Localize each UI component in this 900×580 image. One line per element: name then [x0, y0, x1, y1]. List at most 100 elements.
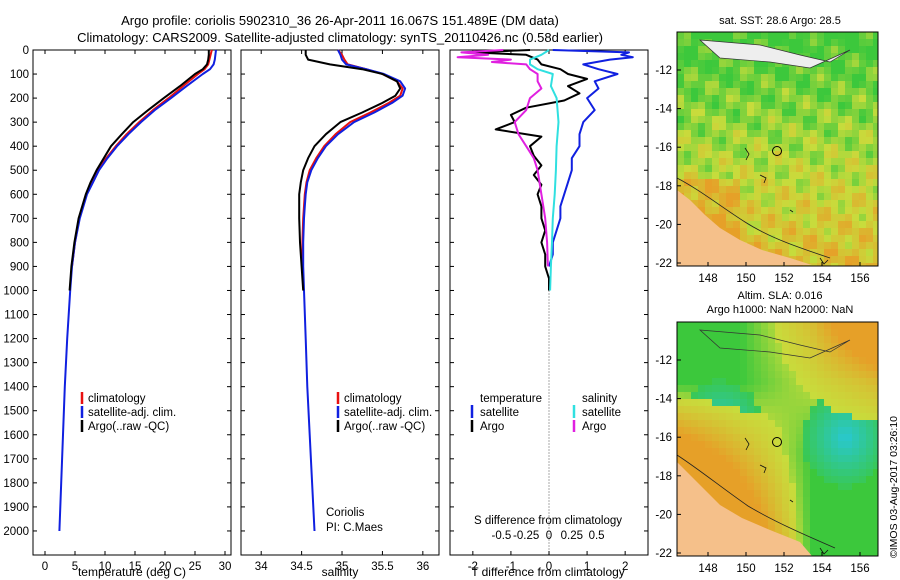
sla-grid-cell — [705, 350, 712, 357]
sla-grid-cell — [754, 322, 761, 329]
sla-grid-cell — [831, 504, 838, 511]
sst-grid-cell — [831, 221, 838, 228]
sla-grid-cell — [831, 441, 838, 448]
sla-grid-cell — [677, 378, 684, 385]
sst-grid-cell — [824, 207, 831, 214]
sla-grid-cell — [782, 413, 789, 420]
sst-grid-cell — [768, 32, 775, 39]
sst-grid-cell — [740, 228, 747, 235]
sst-grid-cell — [740, 179, 747, 186]
sst-grid-cell — [747, 207, 754, 214]
sla-grid-cell — [873, 525, 878, 532]
sla-grid-cell — [740, 497, 747, 504]
sla-grid-cell — [782, 490, 789, 497]
sla-grid-cell — [747, 385, 754, 392]
sst-grid-cell — [677, 130, 684, 137]
sla-grid-cell — [775, 511, 782, 518]
sst-grid-cell — [803, 88, 810, 95]
sst-grid-cell — [733, 221, 740, 228]
sla-grid-cell — [782, 518, 789, 525]
sla-grid-cell — [775, 441, 782, 448]
sst-grid-cell — [719, 109, 726, 116]
sst-grid-cell — [845, 116, 852, 123]
sla-grid-cell — [845, 553, 852, 556]
sst-grid-cell — [866, 46, 873, 53]
legend-t-satellite-label: satellite — [480, 407, 519, 419]
sla-grid-cell — [719, 378, 726, 385]
sst-grid-cell — [754, 221, 761, 228]
sla-grid-cell — [719, 392, 726, 399]
sla-grid-cell — [852, 385, 859, 392]
sla-grid-cell — [782, 378, 789, 385]
sla-grid-cell — [859, 448, 866, 455]
sla-grid-cell — [866, 371, 873, 378]
sst-grid-cell — [768, 67, 775, 74]
sst-grid-cell — [859, 256, 866, 263]
sst-grid-cell — [761, 221, 768, 228]
sst-grid-cell — [789, 221, 796, 228]
sst-grid-cell — [817, 88, 824, 95]
sla-grid-cell — [803, 357, 810, 364]
sla-grid-cell — [810, 441, 817, 448]
sst-grid-cell — [677, 88, 684, 95]
sst-grid-cell — [712, 32, 719, 39]
sla-grid-cell — [789, 511, 796, 518]
sla-grid-cell — [810, 378, 817, 385]
sst-grid-cell — [726, 67, 733, 74]
sla-grid-cell — [824, 532, 831, 539]
sst-grid-cell — [810, 81, 817, 88]
sla-grid-cell — [796, 448, 803, 455]
sst-grid-cell — [838, 179, 845, 186]
sst-grid-cell — [691, 81, 698, 88]
sst-grid-cell — [810, 221, 817, 228]
sla-grid-cell — [873, 364, 878, 371]
sla-grid-cell — [740, 322, 747, 329]
sla-grid-cell — [698, 399, 705, 406]
sla-grid-cell — [824, 518, 831, 525]
sla-grid-cell — [852, 350, 859, 357]
sst-grid-cell — [803, 186, 810, 193]
sla-grid-cell — [761, 406, 768, 413]
sst-grid-cell — [845, 74, 852, 81]
sla-grid-cell — [866, 455, 873, 462]
sla-grid-cell — [831, 476, 838, 483]
sla-grid-cell — [873, 504, 878, 511]
sla-grid-cell — [803, 539, 810, 546]
sst-grid-cell — [824, 221, 831, 228]
sla-grid-cell — [803, 462, 810, 469]
sla-grid-cell — [859, 427, 866, 434]
sst-grid-cell — [677, 74, 684, 81]
sla-grid-cell — [691, 371, 698, 378]
sla-grid-cell — [789, 497, 796, 504]
sla-grid-cell — [796, 322, 803, 329]
sst-grid-cell — [873, 242, 878, 249]
sst-grid-cell — [768, 228, 775, 235]
map-lon-label: 150 — [736, 273, 755, 285]
sla-grid-cell — [838, 539, 845, 546]
sst-grid-cell — [803, 74, 810, 81]
sst-grid-cell — [698, 172, 705, 179]
sst-grid-cell — [838, 207, 845, 214]
sla-grid-cell — [824, 497, 831, 504]
sla-grid-cell — [761, 504, 768, 511]
sla-grid-cell — [866, 406, 873, 413]
sst-grid-cell — [803, 123, 810, 130]
sst-grid-cell — [733, 123, 740, 130]
sla-grid-cell — [845, 420, 852, 427]
title-line-2: Climatology: CARS2009. Satellite-adjuste… — [77, 30, 603, 45]
sla-grid-cell — [705, 357, 712, 364]
sst-grid-cell — [789, 172, 796, 179]
x-tick-label: 0 — [42, 561, 48, 573]
sst-grid-cell — [726, 165, 733, 172]
sla-grid-cell — [873, 462, 878, 469]
sla-grid-cell — [740, 399, 747, 406]
sla-grid-cell — [810, 525, 817, 532]
sst-grid-cell — [698, 46, 705, 53]
sst-grid-cell — [817, 242, 824, 249]
sst-grid-cell — [691, 158, 698, 165]
sla-grid-cell — [698, 364, 705, 371]
sst-grid-cell — [796, 200, 803, 207]
sla-grid-cell — [733, 420, 740, 427]
sst-grid-cell — [831, 263, 838, 266]
